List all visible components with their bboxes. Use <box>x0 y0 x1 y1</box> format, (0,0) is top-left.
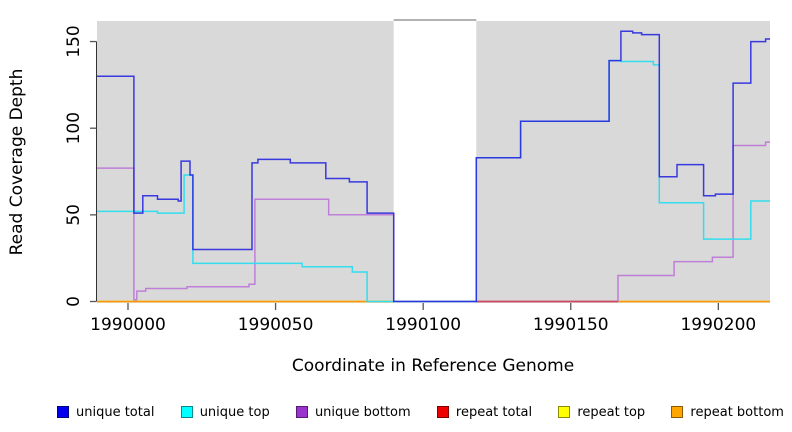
legend-item-unique-total: unique total <box>57 405 154 420</box>
legend: unique total unique top unique bottom repea… <box>0 398 792 426</box>
legend-swatch <box>180 406 193 418</box>
x-tick-label: 1990050 <box>238 315 314 335</box>
x-tick-label: 1990100 <box>385 315 461 335</box>
legend-label: repeat total <box>455 404 533 420</box>
x-tick-label: 1990000 <box>90 315 166 335</box>
legend-swatch <box>57 406 69 418</box>
y-tick-label: 100 <box>64 112 84 144</box>
series-unique-bottom-line <box>97 141 770 303</box>
legend-swatch <box>295 406 308 418</box>
x-tick-label: 1990200 <box>680 315 756 335</box>
plot-layer: 0 50 100 150 1990000 1990050 1990100 1990150 199… <box>64 19 770 335</box>
x-axis-title: Coordinate in Reference Genome <box>292 356 574 376</box>
legend-swatch <box>436 406 449 418</box>
y-tick-label: 0 <box>64 296 84 307</box>
legend-label: unique top <box>199 404 270 420</box>
x-tick-label: 1990150 <box>533 315 609 335</box>
legend-item-repeat-top: repeat top <box>558 405 645 420</box>
legend-item-unique-bottom: unique bottom <box>295 404 411 420</box>
series-unique-total-line <box>97 30 770 303</box>
legend-label: repeat bottom <box>690 404 784 420</box>
y-tick-label: 50 <box>64 204 84 226</box>
legend-item-unique-top: unique top <box>180 404 270 420</box>
legend-label: unique bottom <box>314 404 411 420</box>
legend-label: unique total <box>76 404 155 420</box>
legend-swatch <box>558 406 571 418</box>
legend-swatch <box>671 406 684 418</box>
legend-item-repeat-total: repeat total <box>436 404 533 420</box>
legend-item-repeat-bottom: repeat bottom <box>671 405 784 420</box>
legend-label: repeat top <box>577 404 646 420</box>
y-axis-title: Read Coverage Depth <box>7 69 27 256</box>
y-tick-label: 150 <box>64 25 84 57</box>
no-data-band <box>393 21 477 303</box>
